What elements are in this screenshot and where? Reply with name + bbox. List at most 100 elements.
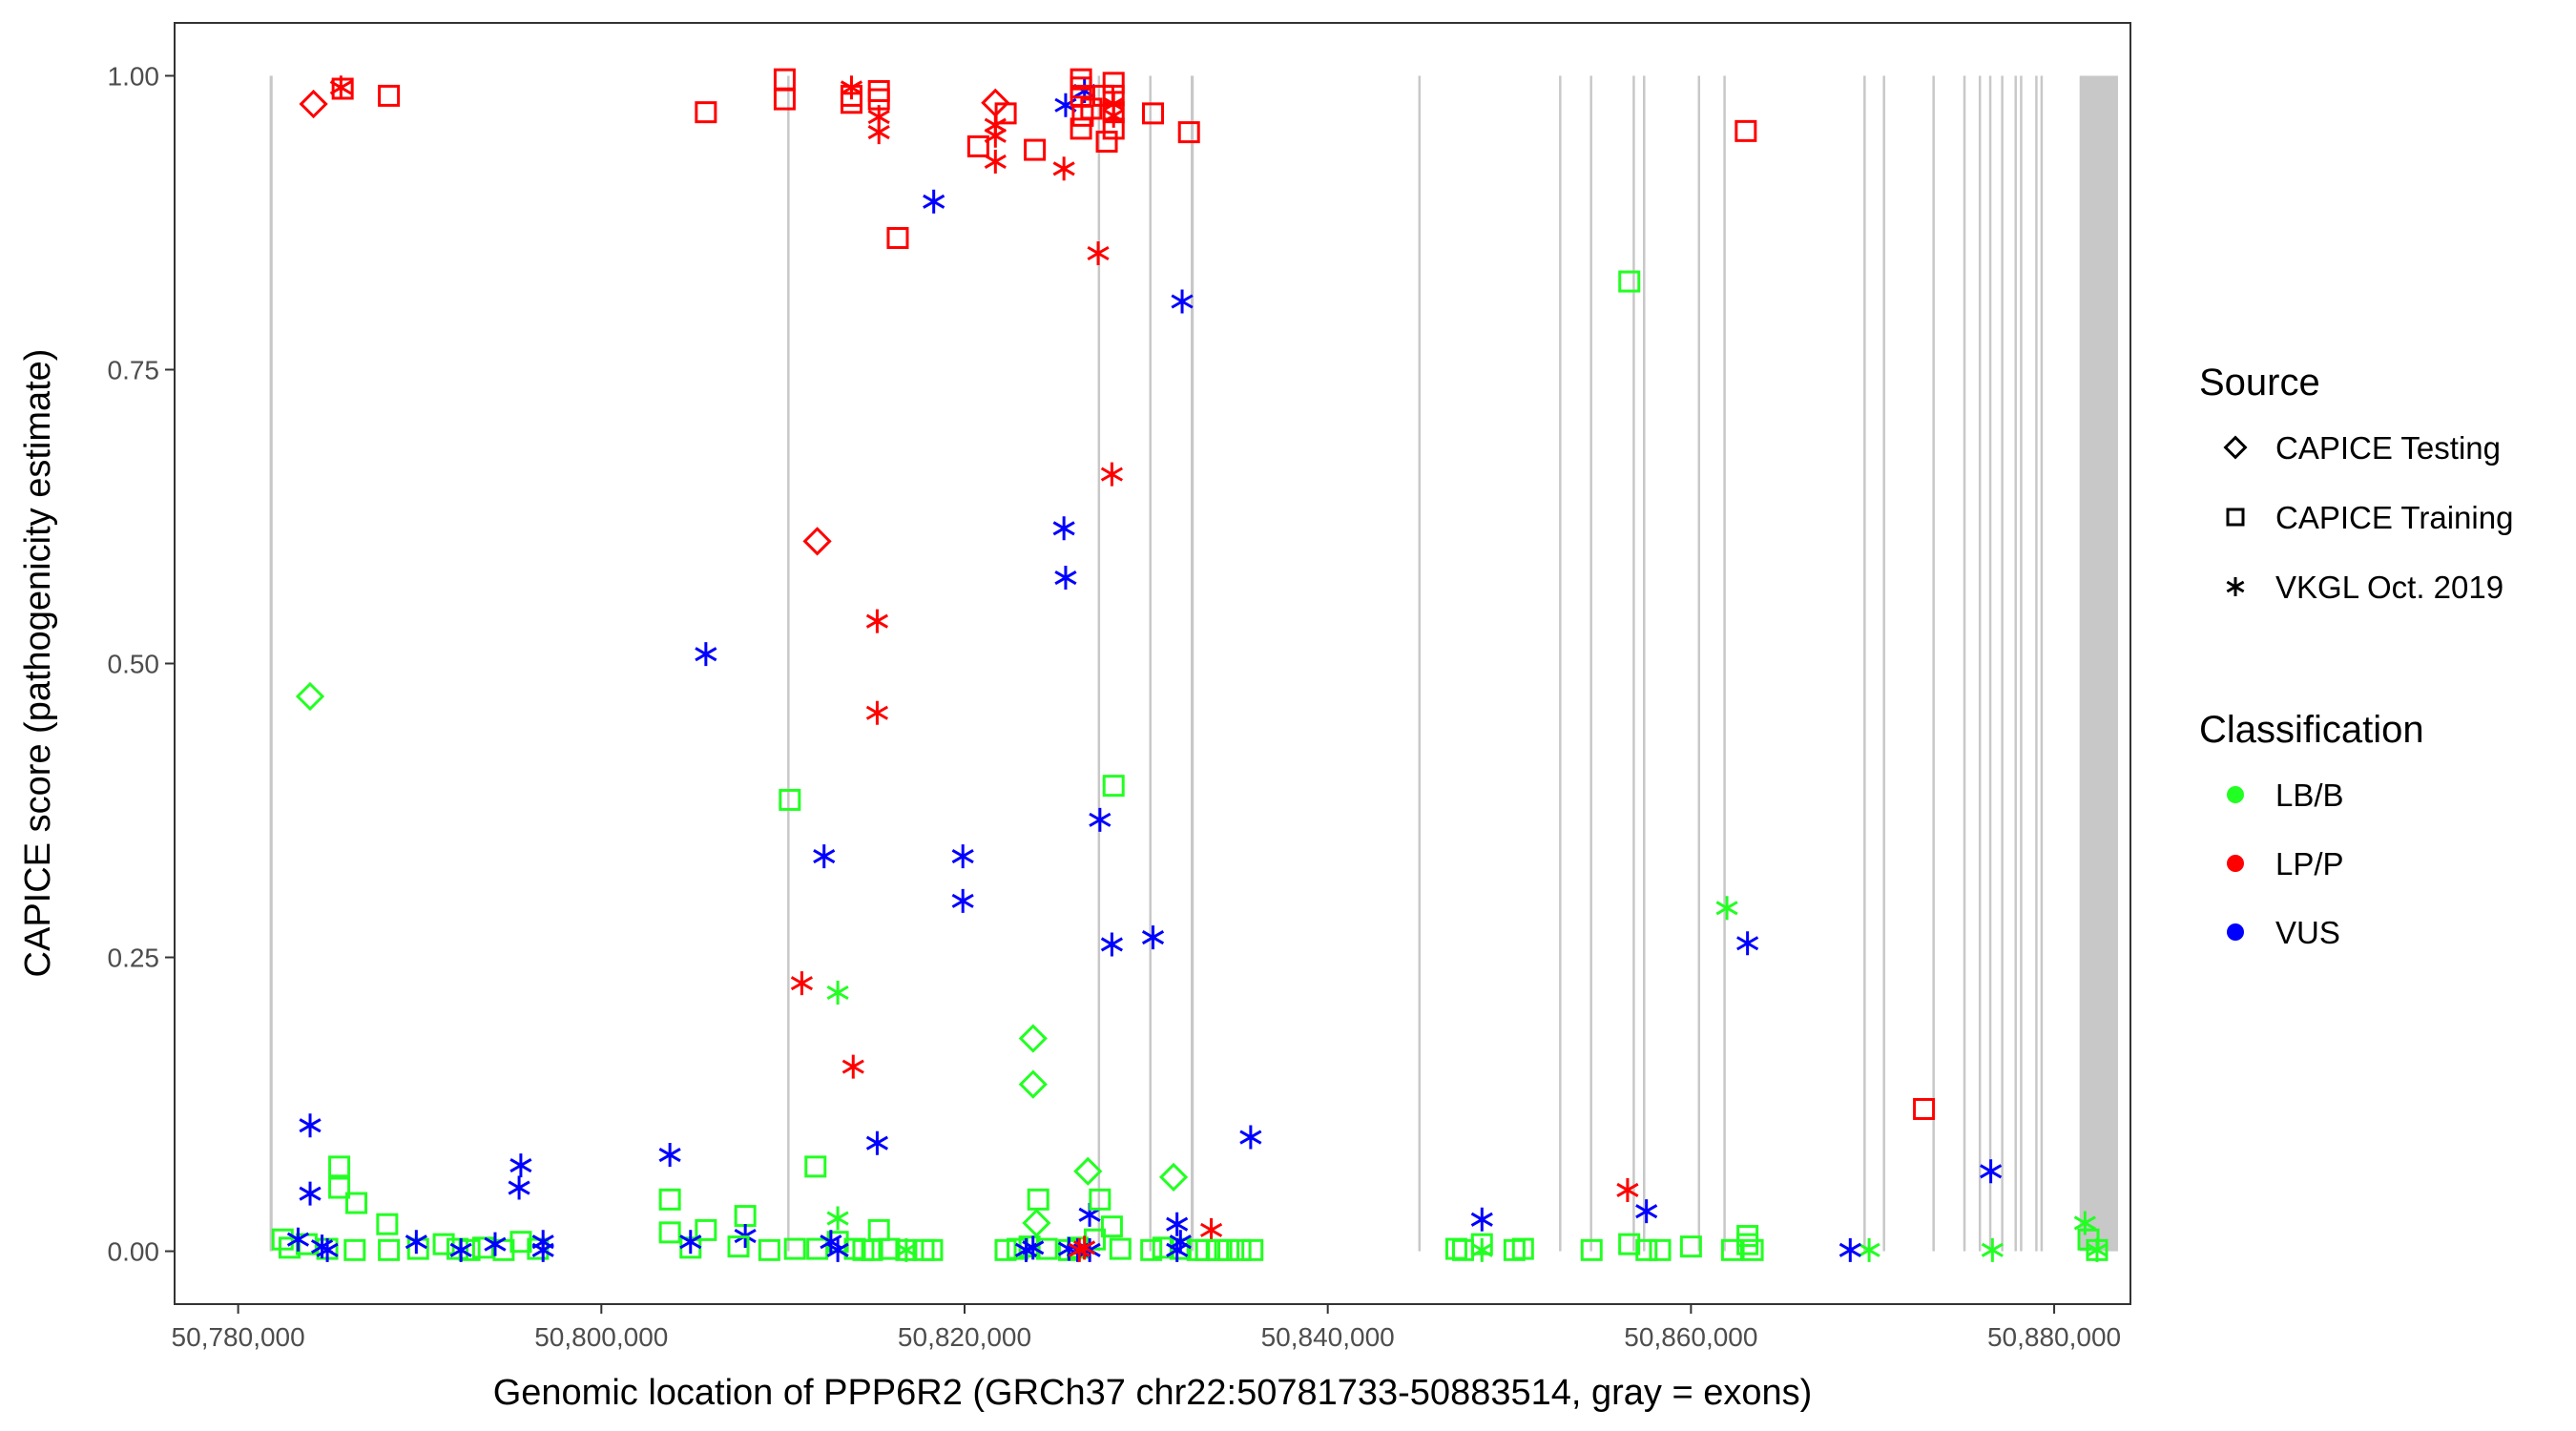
data-point-vkgl-vus-shape [484, 1232, 507, 1256]
data-point-vkgl-lp-p-shape [865, 700, 888, 725]
data-point-vkgl-vus-shape [951, 844, 974, 869]
data-point-training-lb-b [1741, 1238, 1764, 1261]
data-point-training-lb-b [1217, 1238, 1240, 1261]
data-point-training-lb-b-shape [1635, 1238, 1658, 1261]
exon-line [1932, 75, 1935, 1252]
data-point-vkgl-lp-p-shape [1616, 1177, 1639, 1202]
data-point-vkgl-vus-shape [1171, 289, 1194, 314]
data-point-training-lb-b [345, 1192, 368, 1214]
exon-line [2035, 75, 2038, 1252]
data-point-vkgl-lp-p [841, 1054, 864, 1079]
data-point-training-lb-b-shape [343, 1238, 366, 1261]
data-point-training-lb-b [378, 1238, 401, 1261]
exon-lines [269, 75, 2118, 1252]
data-point-training-lp-p [378, 84, 401, 107]
data-point-vkgl-lp-p-shape [1052, 156, 1075, 181]
data-point-vkgl-vus-shape [923, 189, 945, 214]
data-point-testing-lp-p [299, 89, 328, 119]
data-point-training-lb-b-shape [1241, 1238, 1264, 1261]
data-point-vkgl-lp-p-shape [984, 123, 1007, 148]
data-point-training-lb-b [343, 1238, 366, 1261]
data-point-training-lb-b [1649, 1238, 1672, 1261]
data-point-vkgl-vus [405, 1230, 427, 1255]
data-point-vkgl-vus [813, 844, 836, 869]
data-point-testing-lb-b [1018, 1024, 1048, 1053]
y-tick-label: 0.75 [108, 355, 160, 384]
data-point-testing-lb-b-shape [1018, 1069, 1048, 1099]
data-point-training-lb-b-shape [658, 1188, 681, 1211]
data-point-vkgl-lp-p-shape [1087, 240, 1110, 265]
x-axis-title: Genomic location of PPP6R2 (GRCh37 chr22… [493, 1373, 1813, 1413]
exon-line [1723, 75, 1726, 1252]
y-axis-title: CAPICE score (pathogenicity estimate) [18, 349, 58, 978]
data-point-testing-lb-b [1022, 1208, 1051, 1238]
data-point-vkgl-vus [531, 1237, 554, 1262]
data-point-training-lp-p-shape [1142, 102, 1165, 125]
data-point-training-lb-b [758, 1238, 780, 1261]
data-point-vkgl-lp-p-shape [1199, 1217, 1223, 1242]
data-point-vkgl-vus [1239, 1125, 1262, 1150]
data-point-training-lb-b [658, 1188, 681, 1211]
x-tick-label: 50,860,000 [1624, 1322, 1757, 1352]
data-point-training-lp-p-shape [773, 88, 796, 111]
data-point-vkgl-lb-b [1981, 1237, 2004, 1262]
data-point-training-lb-b-shape [1649, 1238, 1672, 1261]
data-point-training-lb-b [328, 1176, 351, 1199]
data-point-vkgl-lp-p [984, 123, 1007, 148]
y-tick-label: 0.25 [108, 944, 160, 973]
data-point-testing-lb-b [1158, 1162, 1189, 1192]
data-point-vkgl-vus-shape [1239, 1125, 1262, 1150]
data-point-vkgl-lp-p-shape [329, 75, 352, 100]
data-point-vkgl-vus [1171, 289, 1194, 314]
data-point-vkgl-vus-shape [813, 844, 836, 869]
exon-line [1863, 75, 1866, 1252]
data-point-training-lb-b-shape [921, 1238, 944, 1261]
data-point-vkgl-lp-p-shape [867, 120, 890, 145]
data-point-training-lp-p-shape [1080, 97, 1103, 120]
exon-line [1589, 75, 1592, 1252]
data-point-vkgl-vus-shape [405, 1230, 427, 1255]
data-point-vkgl-vus-shape [826, 1237, 849, 1262]
legend-key-dot-icon [2227, 855, 2244, 872]
y-tick-label: 1.00 [108, 61, 160, 91]
legend-key-asterisk-icon-shape [2226, 577, 2245, 596]
data-point-vkgl-lb-b [895, 1237, 918, 1262]
data-point-vkgl-vus-shape [286, 1227, 310, 1252]
legend-key-diamond-icon-shape [2223, 435, 2248, 460]
legend-key-asterisk-icon [2226, 577, 2245, 596]
data-point-training-lp-p [331, 77, 354, 100]
data-point-vkgl-vus [316, 1237, 339, 1262]
data-point-vkgl-vus [1980, 1159, 2003, 1184]
y-axis: 0.00 0.25 0.50 0.75 1.00 [108, 61, 175, 1267]
data-point-training-lp-p [1735, 119, 1757, 142]
data-point-vkgl-vus [1839, 1237, 1861, 1262]
data-point-training-lb-b-shape [1217, 1238, 1240, 1261]
data-point-vkgl-lp-p-shape [841, 1054, 864, 1079]
data-point-vkgl-lb-b-shape [2086, 1237, 2109, 1262]
data-point-training-lb-b [1229, 1238, 1252, 1261]
data-point-training-lb-b-shape [1618, 270, 1641, 293]
data-point-vkgl-vus [951, 844, 974, 869]
data-point-vkgl-lb-b-shape [826, 980, 849, 1005]
data-point-training-lb-b [328, 1155, 351, 1178]
data-point-vkgl-lp-p [867, 120, 890, 145]
data-point-testing-lp-p-shape [299, 89, 328, 119]
data-point-testing-lb-b-shape [1018, 1024, 1048, 1053]
data-point-vkgl-lb-b-shape [1981, 1237, 2004, 1262]
legend-source-title: Source [2199, 362, 2320, 404]
data-point-training-lb-b [1618, 1233, 1641, 1255]
exon-line [1559, 75, 1562, 1252]
exon-line [2001, 75, 2004, 1252]
data-point-training-lb-b-shape [1618, 1233, 1641, 1255]
data-point-training-lp-p [695, 101, 717, 124]
data-point-training-lb-b-shape [345, 1192, 368, 1214]
data-point-training-lb-b-shape [994, 1238, 1017, 1261]
legend-key-diamond-icon [2223, 435, 2248, 460]
data-point-training-lb-b-shape [1511, 1237, 1534, 1260]
data-point-training-lb-b-shape [878, 1237, 901, 1260]
legend-source-label: CAPICE Testing [2275, 430, 2501, 466]
legend-class-label: VUS [2275, 915, 2340, 950]
data-point-training-lp-p-shape [840, 92, 862, 114]
data-point-vkgl-vus [1141, 925, 1165, 950]
